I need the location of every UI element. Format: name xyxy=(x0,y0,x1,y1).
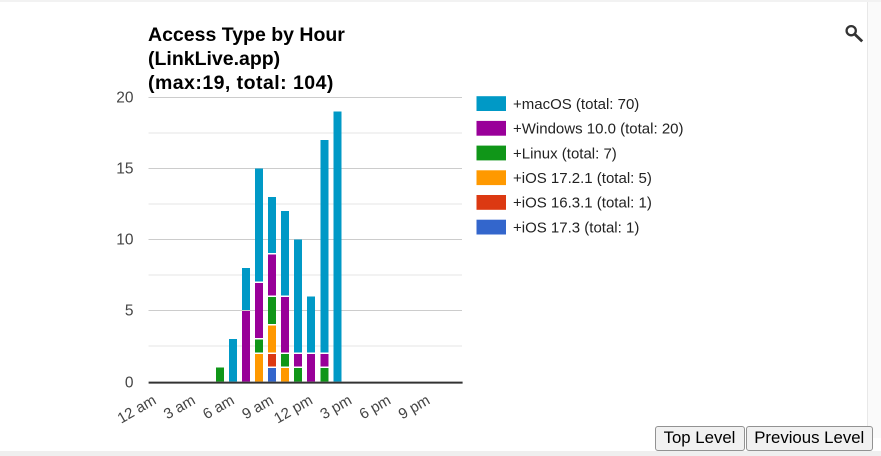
svg-text:3 pm: 3 pm xyxy=(317,392,354,423)
svg-text:+iOS 17.3 (total: 1): +iOS 17.3 (total: 1) xyxy=(513,219,639,236)
svg-text:9 am: 9 am xyxy=(239,392,276,423)
svg-text:+iOS 17.2.1 (total: 5): +iOS 17.2.1 (total: 5) xyxy=(513,170,652,187)
svg-text:12 pm: 12 pm xyxy=(271,392,316,428)
svg-text:+Linux (total: 7): +Linux (total: 7) xyxy=(513,145,617,162)
svg-text:6 pm: 6 pm xyxy=(357,392,394,423)
svg-text:3 am: 3 am xyxy=(161,392,198,423)
svg-text:9 pm: 9 pm xyxy=(396,392,433,423)
svg-text:6 am: 6 am xyxy=(200,392,237,423)
svg-text:(max:19, total: 104): (max:19, total: 104) xyxy=(148,72,334,94)
svg-text:(LinkLive.app): (LinkLive.app) xyxy=(148,48,280,70)
svg-text:15: 15 xyxy=(116,160,133,177)
svg-text:0: 0 xyxy=(125,375,134,392)
svg-text:5: 5 xyxy=(125,302,134,319)
svg-text:20: 20 xyxy=(116,89,134,106)
svg-text:12 am: 12 am xyxy=(115,392,160,428)
svg-text:Access Type by Hour: Access Type by Hour xyxy=(148,24,345,46)
svg-text:+iOS 16.3.1 (total: 1): +iOS 16.3.1 (total: 1) xyxy=(513,195,652,212)
svg-text:+macOS (total: 70): +macOS (total: 70) xyxy=(513,96,639,113)
svg-text:+Windows 10.0 (total: 20): +Windows 10.0 (total: 20) xyxy=(513,121,684,138)
svg-text:10: 10 xyxy=(116,231,134,248)
